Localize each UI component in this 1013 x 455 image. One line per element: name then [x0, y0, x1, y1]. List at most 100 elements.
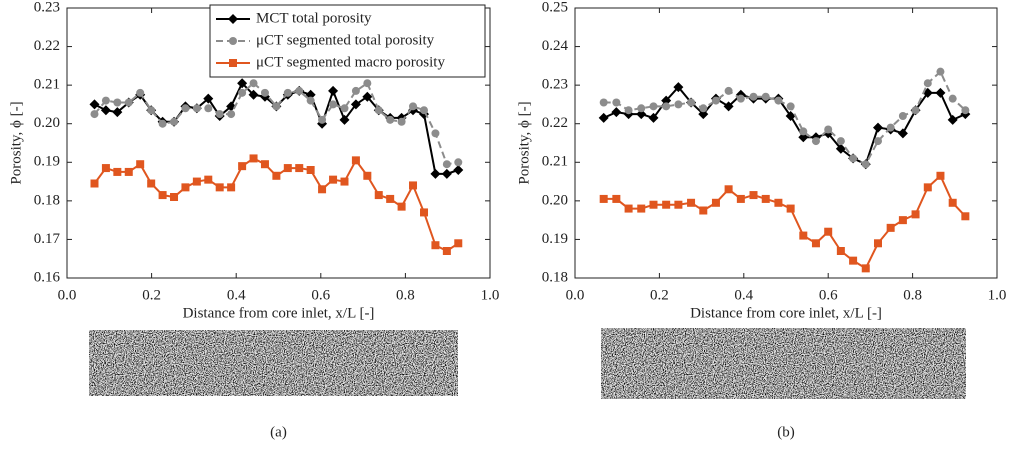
- marker: [924, 183, 932, 191]
- x-tick-label: 0.6: [819, 287, 838, 303]
- x-tick-label: 0.2: [650, 287, 669, 303]
- series-line: [604, 176, 966, 269]
- marker: [295, 164, 303, 172]
- marker: [204, 104, 212, 112]
- marker: [611, 107, 621, 117]
- y-tick-label: 0.17: [34, 231, 61, 247]
- marker: [625, 106, 633, 114]
- marker: [386, 116, 394, 124]
- marker: [899, 216, 907, 224]
- marker: [899, 112, 907, 120]
- x-tick-label: 0.2: [142, 287, 161, 303]
- marker: [227, 183, 235, 191]
- marker: [125, 99, 133, 107]
- marker: [762, 195, 770, 203]
- marker: [204, 176, 212, 184]
- marker: [949, 199, 957, 207]
- marker: [229, 37, 237, 45]
- marker: [599, 113, 609, 123]
- marker: [862, 160, 870, 168]
- y-tick-label: 0.20: [542, 192, 568, 208]
- marker: [216, 183, 224, 191]
- marker: [936, 172, 944, 180]
- marker: [837, 137, 845, 145]
- marker: [849, 257, 857, 265]
- marker: [386, 195, 394, 203]
- x-tick-label: 0.0: [58, 287, 77, 303]
- marker: [398, 118, 406, 126]
- marker: [363, 79, 371, 87]
- x-tick-label: 1.0: [988, 287, 1007, 303]
- marker: [849, 154, 857, 162]
- marker: [712, 199, 720, 207]
- marker: [687, 199, 695, 207]
- marker: [250, 154, 258, 162]
- marker: [442, 169, 452, 179]
- marker: [216, 110, 224, 118]
- marker: [949, 95, 957, 103]
- marker: [307, 97, 315, 105]
- marker: [193, 104, 201, 112]
- marker: [170, 118, 178, 126]
- marker: [687, 99, 695, 107]
- marker: [812, 239, 820, 247]
- marker: [874, 239, 882, 247]
- marker: [674, 100, 682, 108]
- marker: [375, 191, 383, 199]
- marker: [159, 120, 167, 128]
- marker: [318, 116, 326, 124]
- marker: [612, 99, 620, 107]
- y-tick-label: 0.18: [34, 192, 60, 208]
- page: {"chart_data":[ {"type":"line","caption"…: [0, 0, 1013, 455]
- marker: [90, 110, 98, 118]
- marker: [936, 68, 944, 76]
- marker: [272, 172, 280, 180]
- marker: [363, 172, 371, 180]
- marker: [750, 191, 758, 199]
- x-tick-label: 0.0: [566, 287, 585, 303]
- y-tick-label: 0.24: [542, 38, 569, 54]
- marker: [824, 126, 832, 134]
- marker: [159, 191, 167, 199]
- marker: [799, 232, 807, 240]
- y-tick-label: 0.23: [542, 77, 568, 93]
- marker: [420, 106, 428, 114]
- marker: [136, 89, 144, 97]
- marker: [147, 106, 155, 114]
- caption: (a): [270, 424, 287, 440]
- marker: [699, 104, 707, 112]
- x-tick-label: 1.0: [481, 287, 500, 303]
- x-tick-label: 0.8: [903, 287, 922, 303]
- series-line: [94, 83, 458, 174]
- marker: [662, 102, 670, 110]
- legend-label: μCT segmented total porosity: [256, 32, 435, 48]
- marker: [935, 88, 945, 98]
- marker: [431, 129, 439, 137]
- x-axis-label: Distance from core inlet, x/L [-]: [690, 305, 882, 321]
- plot-frame: [575, 8, 997, 278]
- series-line: [604, 87, 966, 164]
- marker: [750, 93, 758, 101]
- y-tick-label: 0.16: [34, 269, 61, 285]
- marker: [443, 247, 451, 255]
- marker: [328, 86, 338, 96]
- marker: [181, 183, 189, 191]
- marker: [307, 166, 315, 174]
- marker: [453, 165, 463, 175]
- core-image-texture: [601, 328, 966, 399]
- marker: [193, 178, 201, 186]
- marker: [340, 104, 348, 112]
- marker: [101, 105, 111, 115]
- marker: [113, 168, 121, 176]
- marker: [102, 97, 110, 105]
- caption: (b): [777, 424, 795, 440]
- marker: [398, 203, 406, 211]
- marker: [712, 97, 720, 105]
- marker: [637, 205, 645, 213]
- marker: [898, 128, 908, 138]
- marker: [454, 239, 462, 247]
- marker: [295, 87, 303, 95]
- y-tick-label: 0.20: [34, 115, 60, 131]
- marker: [272, 102, 280, 110]
- marker: [824, 228, 832, 236]
